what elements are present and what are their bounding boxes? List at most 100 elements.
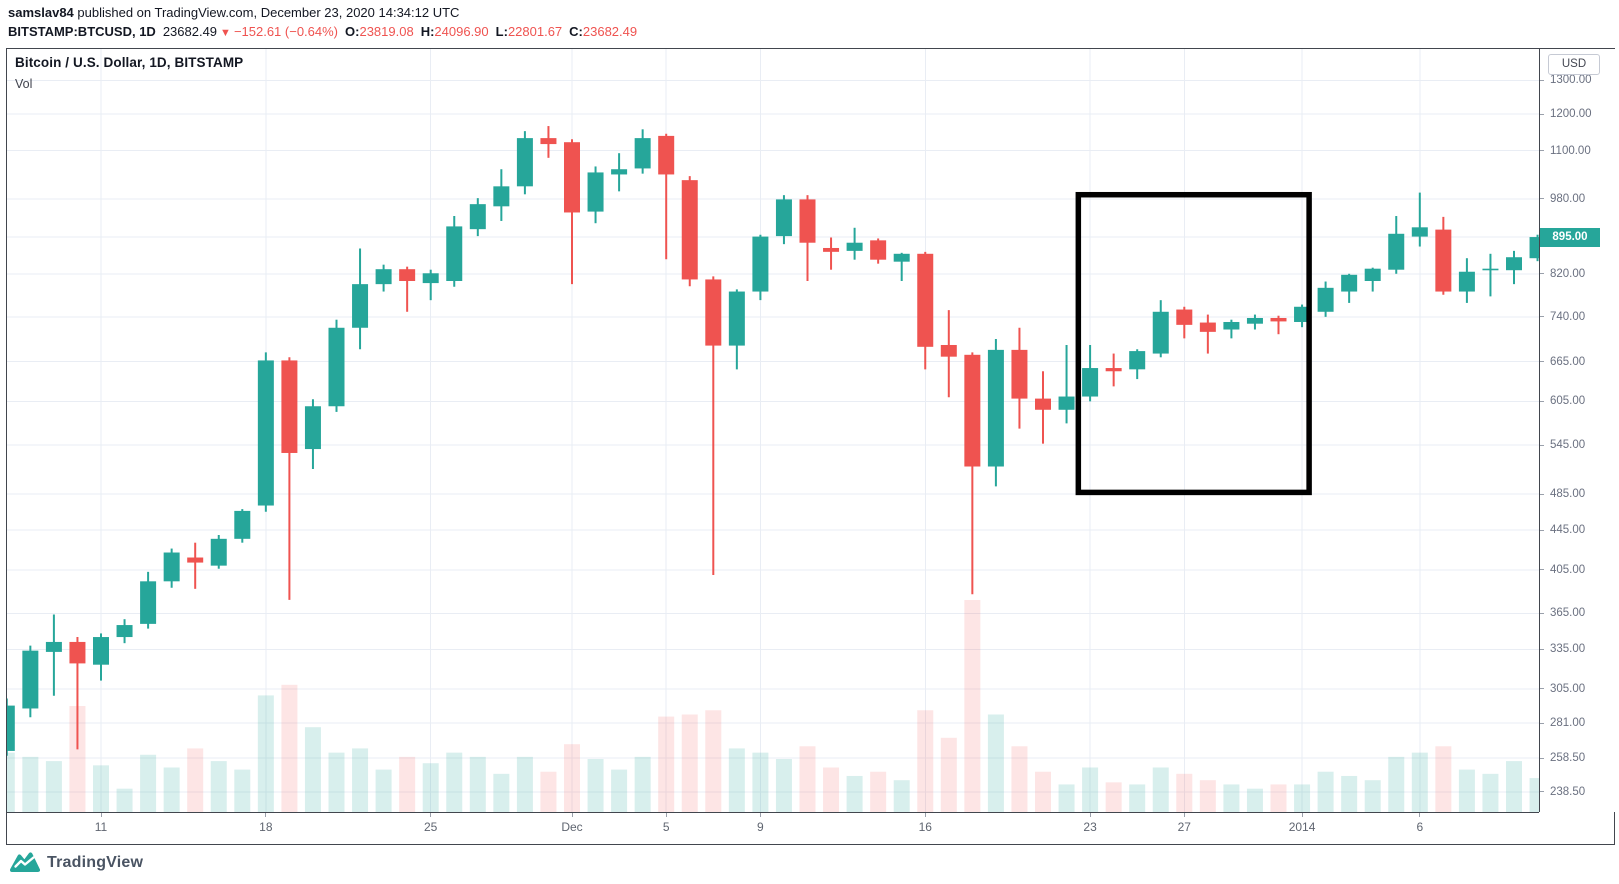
candle-body: [446, 226, 463, 282]
volume-bar: [399, 756, 416, 812]
symbol-status-line: BITSTAMP:BTCUSD, 1D 23682.49 ▼ −152.61 (−0.…: [8, 23, 637, 42]
time-axis[interactable]: 11 18 25 Dec 5 9 16 23 27 2014 6: [7, 812, 1539, 844]
volume-bar: [1529, 778, 1539, 812]
volume-bars: [7, 600, 1539, 812]
time-tick-label: 25: [424, 820, 438, 834]
volume-bar: [893, 780, 910, 812]
price-tick-label: 445.00: [1550, 524, 1586, 537]
price-tick-label: 1300.00: [1550, 74, 1592, 87]
candle-body: [187, 557, 204, 563]
time-tick-mark: [925, 813, 926, 817]
volume-bar: [163, 767, 180, 812]
volume-bar: [422, 763, 439, 812]
time-tick-label: 23: [1083, 820, 1097, 834]
candle-body: [1529, 237, 1539, 259]
price-tick-mark: [1540, 569, 1544, 570]
candle-body: [257, 360, 274, 506]
volume-bar: [1011, 746, 1028, 812]
high-value: 24096.90: [434, 24, 489, 39]
last-price: 23682.49: [162, 24, 218, 39]
volume-bar: [1411, 752, 1428, 812]
volume-bar: [1199, 780, 1216, 812]
candle-body: [1270, 317, 1287, 322]
candle-body: [399, 269, 416, 282]
candle-body: [1317, 287, 1334, 312]
price-tick-label: 305.00: [1550, 682, 1586, 695]
price-tick-label: 238.50: [1550, 785, 1586, 798]
volume-bar: [823, 767, 840, 812]
price-tick-mark: [1540, 316, 1544, 317]
chart-frame: Bitcoin / U.S. Dollar, 1D, BITSTAMP Vol …: [6, 48, 1615, 845]
volume-bar: [1223, 784, 1240, 812]
volume-bar: [1105, 782, 1122, 812]
currency-toggle-button[interactable]: USD: [1548, 54, 1600, 75]
price-tick-label: 405.00: [1550, 563, 1586, 576]
time-tick-mark: [265, 813, 266, 817]
price-tick-label: 1100.00: [1550, 144, 1591, 157]
volume-bar: [140, 754, 157, 812]
price-tick-label: 980.00: [1550, 192, 1586, 205]
candle-body: [1082, 368, 1099, 397]
chart-canvas[interactable]: [7, 49, 1539, 812]
price-tick-mark: [1540, 445, 1544, 446]
candle-body: [516, 138, 533, 187]
volume-bar: [328, 752, 345, 812]
candle-body: [1341, 274, 1358, 292]
candle-body: [1506, 257, 1522, 271]
volume-bar: [799, 746, 816, 812]
tradingview-brand-link[interactable]: TradingView: [10, 851, 143, 875]
candle-body: [893, 253, 910, 262]
candle-body: [1411, 227, 1428, 237]
candle-body: [564, 142, 580, 213]
open-label: O:: [345, 24, 360, 39]
price-tick-label: 281.00: [1550, 717, 1586, 730]
volume-bar: [775, 759, 792, 812]
price-axis[interactable]: USD 895.00 1300.001200.001100.00980.0089…: [1539, 49, 1615, 812]
volume-bar: [493, 773, 510, 812]
annotation-rectangle[interactable]: [1075, 191, 1312, 496]
price-tick-label: 1200.00: [1550, 108, 1592, 120]
price-tick-mark: [1540, 613, 1544, 614]
price-tick-mark: [1540, 198, 1544, 199]
candle-body: [352, 284, 369, 328]
candle-body: [1246, 317, 1263, 324]
time-tick-label: 27: [1177, 820, 1191, 834]
time-tick-mark: [666, 813, 667, 817]
candle-body: [1105, 368, 1122, 372]
price-tick-label: 605.00: [1550, 395, 1586, 408]
volume-bar: [446, 752, 463, 812]
candle-body: [210, 538, 227, 566]
low-label: L:: [495, 24, 508, 39]
candle-body: [681, 180, 698, 280]
volume-bar: [469, 756, 486, 812]
price-tick-mark: [1540, 758, 1544, 759]
time-tick-label: 5: [662, 820, 670, 834]
volume-bar: [940, 737, 957, 812]
price-tick-mark: [1540, 401, 1544, 402]
volume-bar: [1341, 775, 1358, 812]
candle-body: [281, 360, 298, 453]
price-tick-mark: [1540, 80, 1544, 81]
candle-body: [587, 172, 604, 212]
volume-bar: [1246, 788, 1263, 812]
candle-body: [1011, 349, 1028, 399]
candle-body: [728, 291, 745, 346]
volume-bar: [375, 769, 392, 812]
volume-bar: [1176, 773, 1193, 812]
volume-bar: [257, 695, 274, 812]
time-tick-mark: [1302, 813, 1303, 817]
time-tick-mark: [760, 813, 761, 817]
candlestick-plot[interactable]: Bitcoin / U.S. Dollar, 1D, BITSTAMP Vol: [7, 49, 1539, 812]
price-tick-mark: [1540, 649, 1544, 650]
candle-body: [1176, 309, 1193, 325]
time-tick-label: 11: [94, 820, 108, 834]
price-tick-mark: [1540, 361, 1544, 362]
low-value: 22801.67: [507, 24, 563, 39]
candle-body: [940, 344, 957, 357]
price-tick-label: 335.00: [1550, 643, 1586, 656]
volume-bar: [705, 710, 722, 812]
candle-body: [1294, 306, 1311, 322]
candle-body: [163, 552, 180, 582]
candle-body: [328, 327, 345, 407]
